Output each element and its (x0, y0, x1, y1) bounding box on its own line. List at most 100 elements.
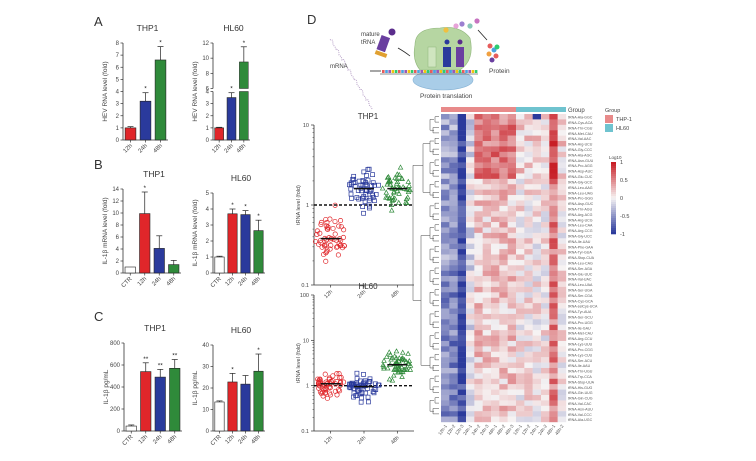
data-point (354, 370, 360, 376)
bar (154, 59, 167, 141)
row-label: tRNA-Gly-CCC (568, 148, 593, 152)
heatmap-cell (466, 254, 475, 261)
scale-segment (611, 186, 616, 189)
heatmap-cell (491, 303, 500, 309)
arrow-icon (397, 47, 411, 57)
heatmap-cell (524, 373, 533, 379)
heatmap-cell (532, 259, 542, 266)
bar (153, 248, 165, 274)
heatmap-cell (532, 249, 542, 255)
heatmap-cell (482, 157, 492, 163)
heatmap-cell (557, 351, 567, 358)
data-point (390, 372, 397, 378)
bar (239, 61, 249, 89)
heatmap-cell (507, 119, 517, 126)
heatmap-cell (474, 168, 483, 174)
heatmap-cell (507, 362, 517, 369)
heatmap-cell (557, 114, 567, 120)
data-point (367, 195, 373, 201)
heatmap-cell (449, 378, 458, 385)
heatmap-cell (549, 135, 558, 142)
data-point (367, 378, 373, 384)
heatmap-cell (491, 184, 500, 190)
heatmap-cell (541, 157, 550, 163)
heatmap-cell (541, 254, 550, 261)
heatmap-cell (516, 265, 525, 271)
heatmap-cell (532, 324, 542, 331)
heatmap-cell (541, 357, 550, 363)
heatmap-cell (507, 211, 517, 217)
dendrogram-branch (429, 227, 434, 239)
heatmap-cell (524, 286, 533, 293)
heatmap-cell (457, 378, 467, 385)
heatmap-cell (466, 141, 475, 147)
heatmap-cell (549, 205, 558, 212)
heatmap-cell (532, 119, 542, 126)
heatmap-cell (499, 119, 508, 126)
heatmap-cell (549, 243, 558, 250)
heatmap-cell (441, 308, 450, 315)
heatmap-cell (532, 135, 542, 142)
heatmap-cell (507, 151, 517, 158)
heatmap-cell (441, 173, 450, 180)
heatmap-cell (499, 141, 508, 147)
data-point (405, 360, 412, 366)
heatmap-cell (482, 405, 492, 412)
data-point (372, 198, 377, 204)
heatmap-cell (516, 313, 525, 320)
heatmap-cell (499, 232, 508, 239)
heatmap-cell (474, 394, 483, 401)
chart-title: HL60 (223, 23, 244, 33)
heatmap-cell (507, 227, 517, 234)
heatmap-cell (457, 319, 467, 325)
heatmap-cell (549, 324, 558, 331)
data-point (387, 351, 394, 357)
heatmap-cell (507, 416, 517, 423)
row-label: tRNA-Cys-GCA (568, 299, 594, 303)
data-point (386, 376, 393, 382)
data-point (397, 184, 403, 190)
heatmap-cell (549, 373, 558, 379)
heatmap-cell (532, 346, 542, 352)
x-tick-label: CTR (122, 434, 135, 447)
y-tick-label: 2 (206, 239, 210, 245)
heatmap-cell (466, 119, 475, 126)
heatmap-cell (466, 297, 475, 304)
significance-marker: * (243, 40, 246, 47)
heatmap-cell (541, 308, 550, 315)
dendrogram-branch (422, 143, 430, 193)
heatmap-cell (474, 151, 483, 158)
scale-segment (611, 176, 616, 179)
x-tick-label: 12h (138, 434, 149, 445)
data-point (386, 349, 393, 355)
scale-segment (611, 228, 616, 231)
heatmap-cell (482, 367, 492, 374)
data-point (346, 384, 352, 390)
data-point (335, 387, 342, 393)
heatmap-cell (549, 276, 558, 282)
heatmap-cell (507, 270, 517, 277)
y-tick-label: 30 (202, 365, 209, 371)
row-label: tRNA-Leu-AAG (568, 186, 593, 190)
heatmap-cell (541, 200, 550, 207)
heatmap-cell (557, 205, 567, 212)
heatmap-cell (541, 232, 550, 239)
heatmap-cell (466, 340, 475, 347)
heatmap-cell (482, 151, 492, 158)
row-label: tRNA-Arg-ACG (568, 213, 593, 217)
heatmap-cell (457, 200, 467, 207)
codon-icon (423, 70, 427, 73)
heatmap-cell (499, 384, 508, 390)
heatmap-cell (441, 281, 450, 288)
heatmap-cell (449, 216, 458, 223)
heatmap-cell (491, 394, 500, 401)
heatmap-cell (491, 124, 500, 131)
heatmap-cell (532, 308, 542, 315)
heatmap-cell (457, 189, 467, 196)
heatmap-cell (474, 297, 483, 304)
heatmap-cell (541, 151, 550, 158)
panel-letter-b: B (94, 157, 103, 172)
heatmap-cell (557, 119, 567, 126)
row-label: tRNA-Gln-UUG (568, 391, 593, 395)
heatmap-cell (516, 124, 525, 131)
